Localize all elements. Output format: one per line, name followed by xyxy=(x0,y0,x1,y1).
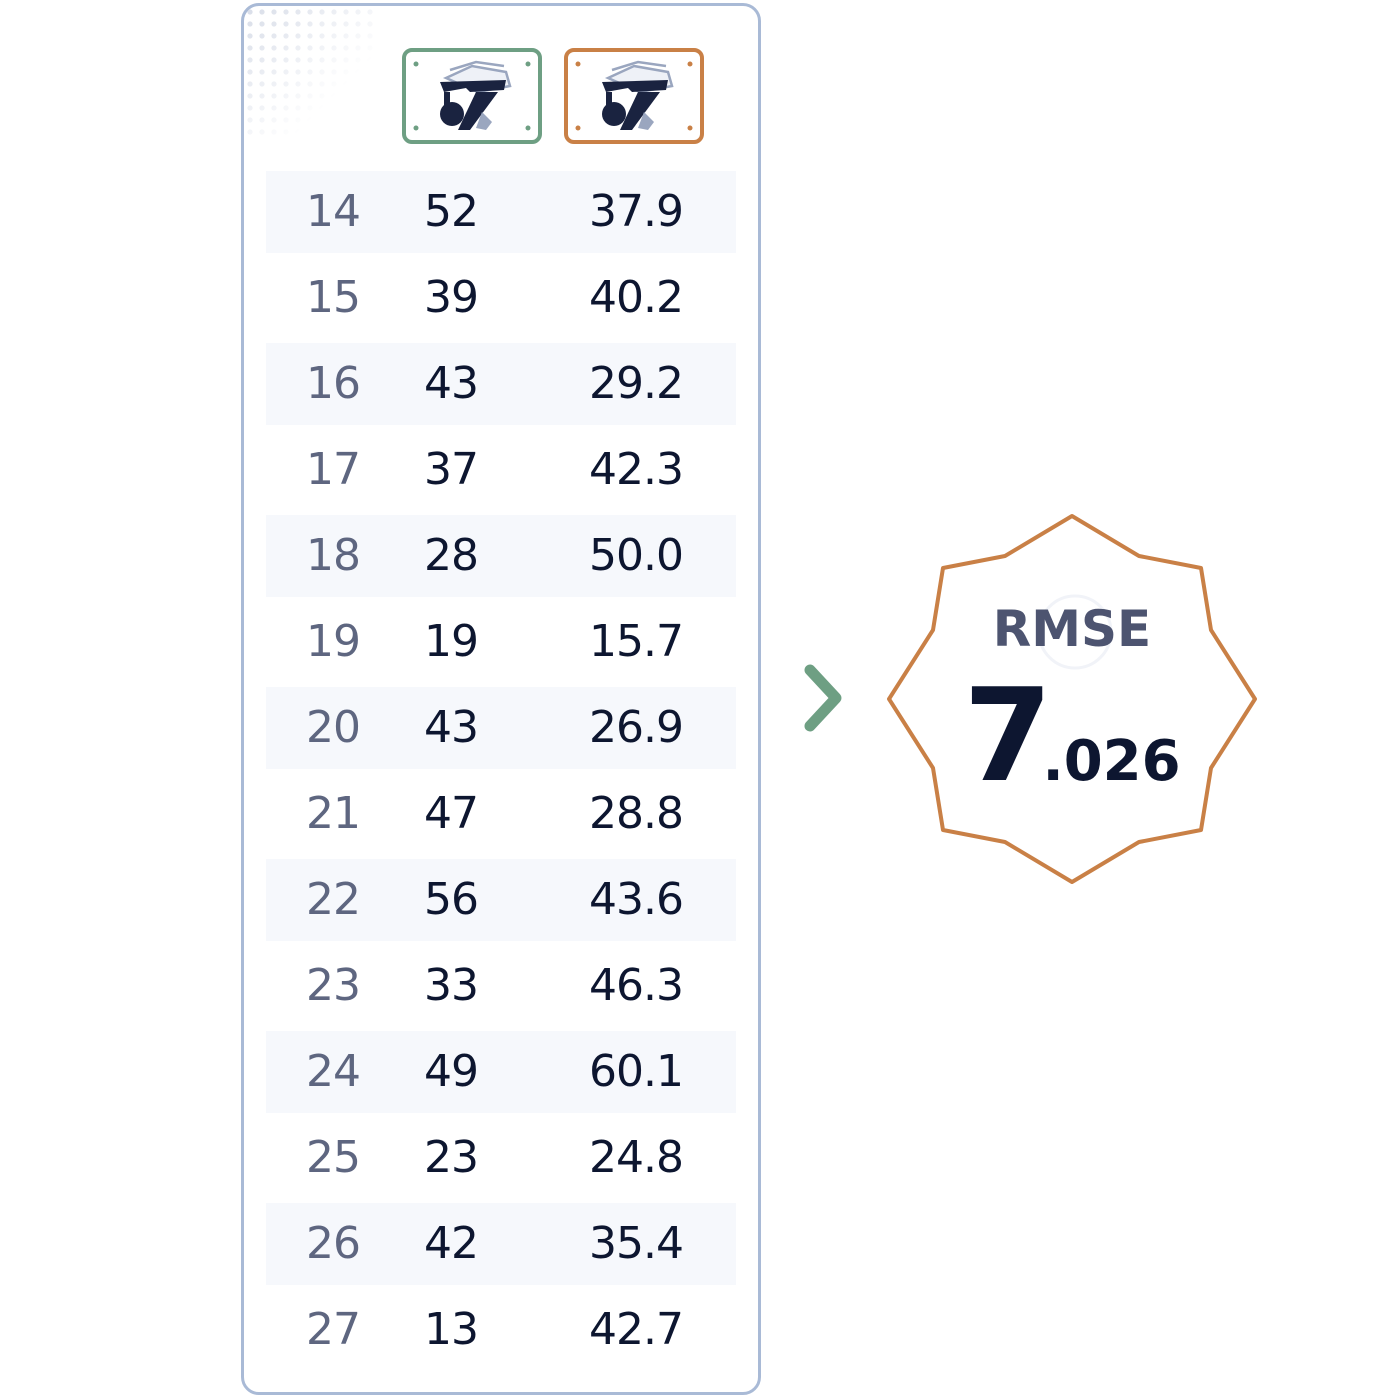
row-index: 25 xyxy=(306,1132,361,1183)
actual-value: 23 xyxy=(424,1132,479,1183)
row-index: 22 xyxy=(306,874,361,925)
row-index: 16 xyxy=(306,358,361,409)
predicted-value: 42.3 xyxy=(589,444,684,495)
column-header-predicted xyxy=(564,48,704,144)
crane-robot-arm-icon xyxy=(575,60,693,131)
actual-value: 47 xyxy=(424,788,479,839)
predicted-value: 26.9 xyxy=(589,702,684,753)
row-index: 20 xyxy=(306,702,361,753)
rmse-badge: RMSE 7.026 xyxy=(885,512,1259,886)
predicted-value: 60.1 xyxy=(589,1046,684,1097)
row-index: 14 xyxy=(306,186,361,237)
row-index: 26 xyxy=(306,1218,361,1269)
table-row: 15 39 40.2 xyxy=(266,257,736,339)
predicted-value: 42.7 xyxy=(589,1304,684,1355)
row-index: 19 xyxy=(306,616,361,667)
table-row: 14 52 37.9 xyxy=(266,171,736,253)
predicted-value: 15.7 xyxy=(589,616,684,667)
table-row: 24 49 60.1 xyxy=(266,1031,736,1113)
table-row: 23 33 46.3 xyxy=(266,945,736,1027)
actual-value: 56 xyxy=(424,874,479,925)
actual-value: 42 xyxy=(424,1218,479,1269)
table-row: 19 19 15.7 xyxy=(266,601,736,683)
predicted-value: 40.2 xyxy=(589,272,684,323)
actual-value: 37 xyxy=(424,444,479,495)
actual-value: 43 xyxy=(424,358,479,409)
actual-value: 39 xyxy=(424,272,479,323)
row-index: 24 xyxy=(306,1046,361,1097)
table-row: 21 47 28.8 xyxy=(266,773,736,855)
chevron-right-icon xyxy=(804,664,842,732)
actual-value: 33 xyxy=(424,960,479,1011)
dot-pattern-decoration xyxy=(244,6,374,136)
actual-value: 13 xyxy=(424,1304,479,1355)
data-table-panel: 14 52 37.9 15 39 40.2 16 43 29.2 17 37 4… xyxy=(241,3,761,1395)
rmse-label: RMSE xyxy=(992,600,1152,658)
row-index: 18 xyxy=(306,530,361,581)
table-row: 16 43 29.2 xyxy=(266,343,736,425)
row-index: 27 xyxy=(306,1304,361,1355)
predicted-value: 50.0 xyxy=(589,530,684,581)
rmse-value: 7.026 xyxy=(885,662,1259,811)
table-row: 17 37 42.3 xyxy=(266,429,736,511)
table-row: 25 23 24.8 xyxy=(266,1117,736,1199)
actual-value: 52 xyxy=(424,186,479,237)
actual-value: 49 xyxy=(424,1046,479,1097)
predicted-value: 28.8 xyxy=(589,788,684,839)
predicted-value: 37.9 xyxy=(589,186,684,237)
table-row: 27 13 42.7 xyxy=(266,1289,736,1371)
column-header-actual xyxy=(402,48,542,144)
predicted-value: 43.6 xyxy=(589,874,684,925)
predicted-value: 35.4 xyxy=(589,1218,684,1269)
actual-value: 19 xyxy=(424,616,479,667)
actual-value: 43 xyxy=(424,702,479,753)
row-index: 17 xyxy=(306,444,361,495)
table-row: 20 43 26.9 xyxy=(266,687,736,769)
crane-robot-arm-icon xyxy=(413,60,531,131)
table-row: 22 56 43.6 xyxy=(266,859,736,941)
row-index: 21 xyxy=(306,788,361,839)
actual-value: 28 xyxy=(424,530,479,581)
rmse-value-integer: 7 xyxy=(963,662,1052,811)
row-index: 15 xyxy=(306,272,361,323)
table-row: 26 42 35.4 xyxy=(266,1203,736,1285)
row-index: 23 xyxy=(306,960,361,1011)
predicted-value: 24.8 xyxy=(589,1132,684,1183)
octagon-star-frame xyxy=(887,514,1257,884)
predicted-value: 29.2 xyxy=(589,358,684,409)
predicted-value: 46.3 xyxy=(589,960,684,1011)
table-row: 18 28 50.0 xyxy=(266,515,736,597)
rmse-value-fraction: .026 xyxy=(1042,729,1181,794)
